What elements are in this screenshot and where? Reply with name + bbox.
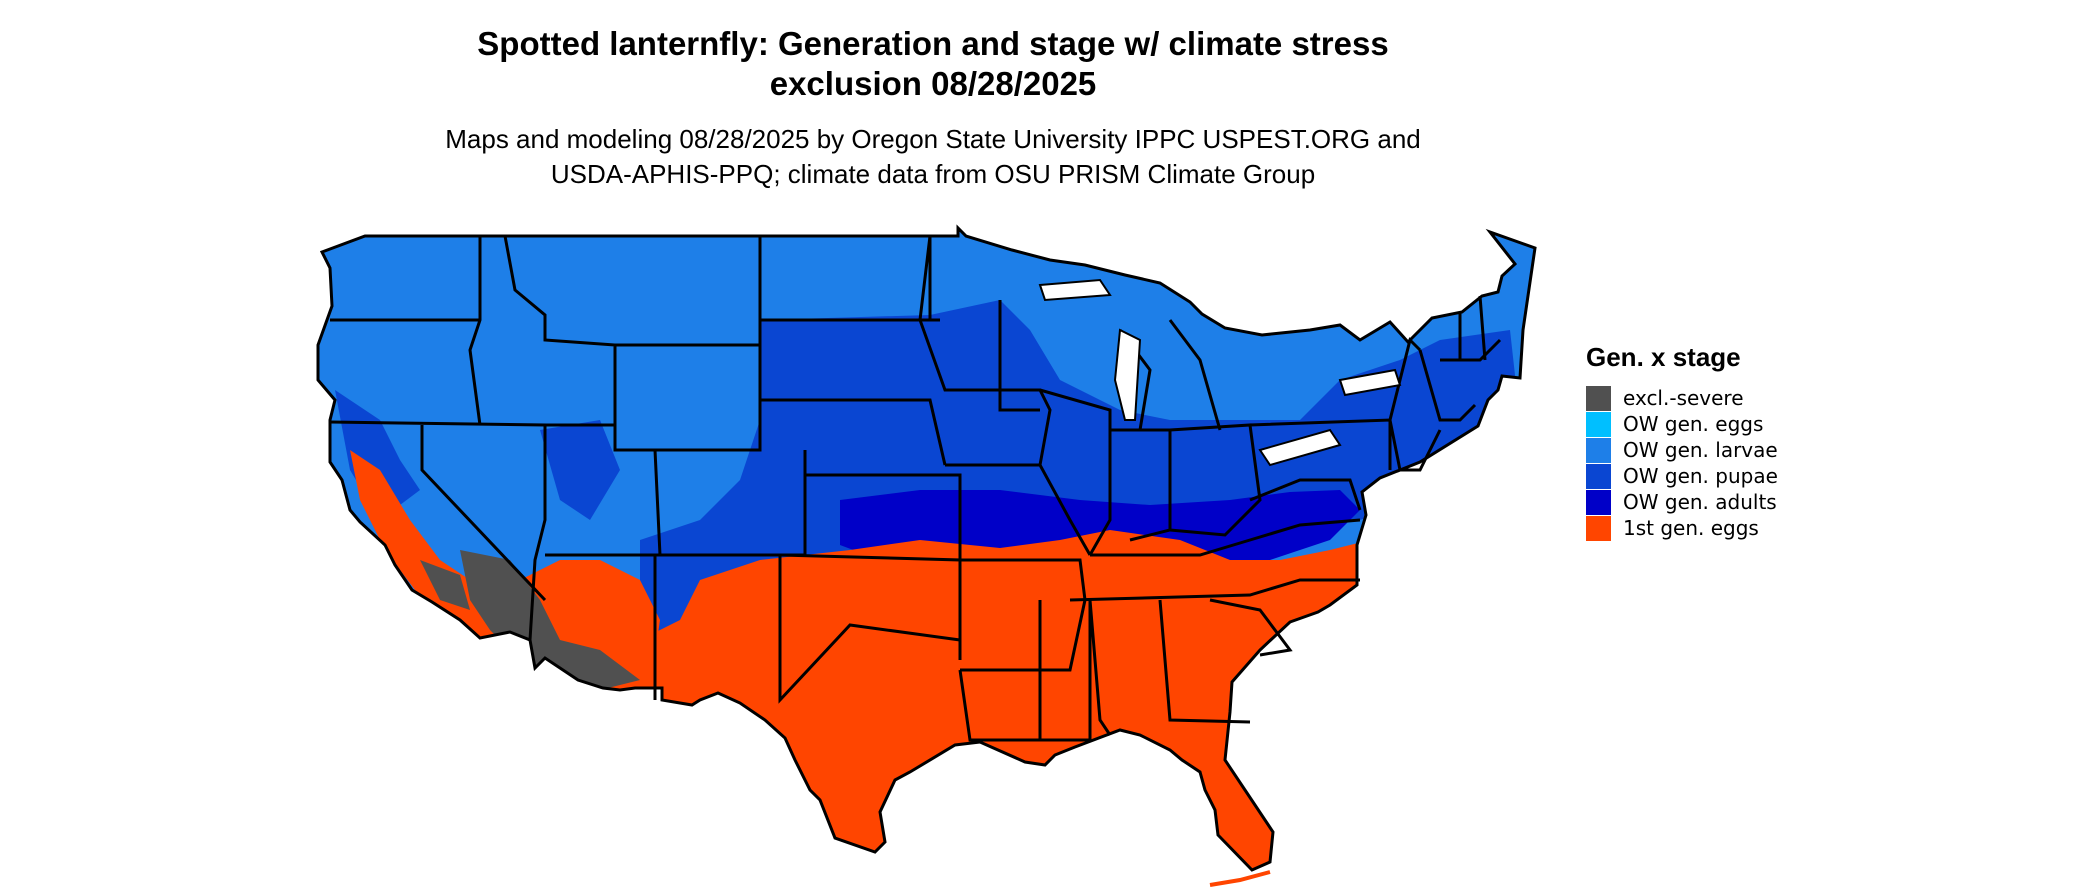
region-1st-gen-eggs (600, 530, 1380, 870)
us-outline (316, 224, 1537, 872)
new-england-borders (1418, 349, 1477, 422)
legend-swatch (1586, 515, 1611, 541)
legend-title: Gen. x stage (1586, 342, 1741, 372)
sd-ne-border (760, 398, 947, 466)
mo-il-border (1038, 464, 1092, 556)
great-lakes (1038, 278, 1402, 467)
legend-swatch (1586, 411, 1611, 437)
nj-border (1388, 419, 1442, 472)
ne-ks-border (805, 473, 962, 560)
id-border-west (468, 236, 482, 426)
legend-label: OW gen. larvae (1623, 438, 1778, 462)
state-borders (316, 224, 1537, 872)
id-mt-border (503, 235, 617, 425)
lake-ontario (1338, 368, 1402, 397)
ky-tn-border (1090, 518, 1361, 557)
region-excl-severe (460, 550, 640, 690)
lake-superior (1038, 278, 1112, 302)
mn-ia-border (918, 235, 1052, 466)
tx-border (778, 555, 961, 704)
oh-border (1169, 423, 1262, 537)
ga-border (1158, 599, 1251, 724)
wv-va-border (1249, 478, 1362, 511)
legend-item: OW gen. adults (1586, 489, 1778, 515)
legend-item: OW gen. eggs (1586, 411, 1778, 437)
legend-label: OW gen. pupae (1623, 464, 1778, 488)
title-line-1: Spotted lanternfly: Generation and stage… (477, 25, 1389, 62)
wi-border (998, 300, 1040, 412)
legend-swatch (1586, 489, 1611, 515)
title-line-2: exclusion 08/28/2025 (769, 65, 1097, 102)
subtitle-line-2: USDA-APHIS-PPQ; climate data from OSU PR… (550, 159, 1316, 189)
ms-border (1038, 600, 1092, 742)
legend-swatch (1586, 463, 1611, 489)
region-ow-pupae-utah (540, 420, 620, 520)
sc-border (1209, 598, 1293, 657)
subtitle-line-1: Maps and modeling 08/28/2025 by Oregon S… (445, 124, 1421, 154)
legend-item: OW gen. pupae (1586, 463, 1778, 489)
map-subtitle: Maps and modeling 08/28/2025 by Oregon S… (0, 122, 1866, 192)
legend: Gen. x stage excl.-severe OW gen. eggs OW … (1586, 342, 1778, 541)
legend-item: OW gen. larvae (1586, 437, 1778, 463)
legend-item: excl.-severe (1586, 385, 1778, 411)
lake-michigan (1113, 328, 1142, 421)
legend-label: OW gen. adults (1623, 490, 1777, 514)
region-1st-gen-eggs-southwest (350, 450, 660, 690)
legend-swatch (1586, 385, 1611, 411)
legend-swatch (1586, 437, 1611, 463)
legend-items: excl.-severe OW gen. eggs OW gen. larvae OW… (1586, 385, 1778, 541)
ca-nv-border (420, 425, 547, 602)
nh-me-border (1478, 295, 1487, 361)
il-border (1039, 388, 1112, 556)
tn-south-border (1069, 578, 1360, 602)
region-excl-severe-2 (420, 560, 470, 610)
legend-label: 1st gen. eggs (1623, 516, 1759, 540)
ny-border (1388, 337, 1422, 421)
legend-label: excl.-severe (1623, 386, 1744, 410)
florida-keys (1209, 870, 1271, 887)
ma-border (1440, 338, 1502, 362)
region-ow-pupae (640, 300, 1520, 650)
legend-item: 1st gen. eggs (1586, 515, 1778, 541)
legend-label: OW gen. eggs (1623, 412, 1764, 436)
lake-erie (1258, 428, 1342, 467)
al-border (1088, 599, 1112, 736)
map-title: Spotted lanternfly: Generation and stage… (0, 24, 1866, 104)
